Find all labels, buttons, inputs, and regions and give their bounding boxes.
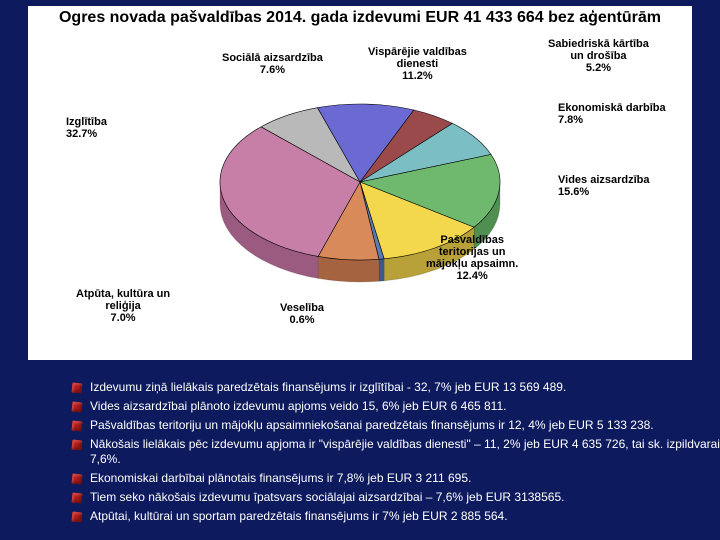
bullet-item: Nākošais lielākais pēc izdevumu apjoma i…	[90, 437, 720, 467]
bullet-item: Izdevumu ziņā lielākais paredzētais fina…	[90, 380, 720, 395]
slice-label-pasvald: Pašvaldības teritorijas un mājokļu apsai…	[426, 234, 518, 282]
slice-label-atputa: Atpūta, kultūra un reliģija 7.0%	[76, 288, 170, 324]
bullet-item: Atpūtai, kultūrai un sportam paredzētais…	[90, 509, 720, 524]
bullet-list: Izdevumu ziņā lielākais paredzētais fina…	[50, 380, 720, 528]
bullet-item: Pašvaldības teritoriju un mājokļu apsaim…	[90, 418, 720, 433]
chart-title: Ogres novada pašvaldības 2014. gada izde…	[28, 6, 692, 27]
bullet-item: Tiem seko nākošais izdevumu īpatsvars so…	[90, 490, 720, 505]
slice-label-vides: Vides aizsardzība 15.6%	[558, 174, 650, 198]
bullet-item: Vides aizsardzībai plānoto izdevumu apjo…	[90, 399, 720, 414]
bullet-item: Ekonomiskai darbībai plānotais finansēju…	[90, 471, 720, 486]
pie-side	[379, 259, 384, 281]
slice-label-izglitiba: Izglītība 32.7%	[66, 116, 107, 140]
slice-label-ekonom: Ekonomiskā darbība 7.8%	[558, 102, 666, 126]
slice-label-visparejie: Vispārējie valdības dienesti 11.2%	[368, 46, 467, 82]
slice-label-sociala: Sociālā aizsardzība 7.6%	[222, 52, 323, 76]
slice-label-veseliba: Veselība 0.6%	[280, 302, 324, 326]
pie-side	[318, 256, 379, 282]
chart-card: Ogres novada pašvaldības 2014. gada izde…	[28, 6, 692, 360]
slice-label-sabiedr: Sabiedriskā kārtība un drošība 5.2%	[548, 38, 649, 74]
